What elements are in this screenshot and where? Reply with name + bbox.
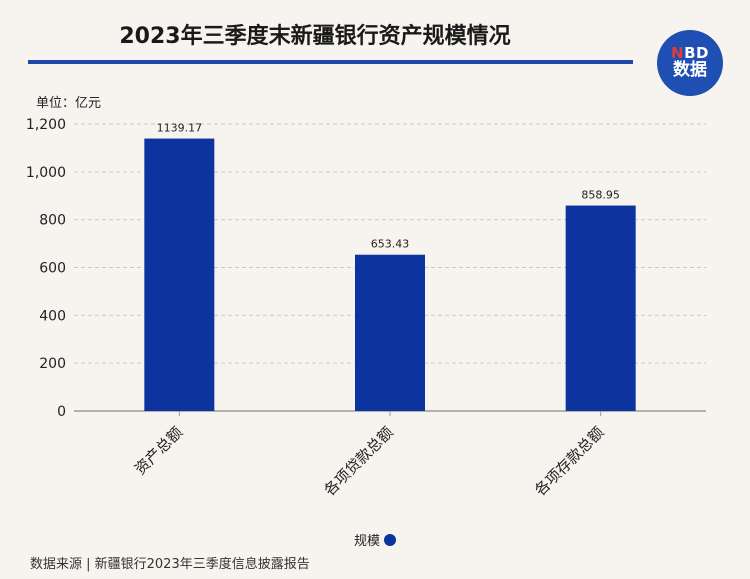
y-tick-label: 400 <box>39 308 66 324</box>
x-category-label: 资产总额 <box>131 423 186 478</box>
badge-nbd-text: NBD <box>671 44 709 63</box>
y-tick-label: 600 <box>39 261 66 277</box>
title-underline <box>28 60 633 64</box>
data-source: 数据来源 | 新疆银行2023年三季度信息披露报告 <box>30 557 310 572</box>
badge-data-text: 数据 <box>673 59 707 80</box>
bar <box>565 205 636 411</box>
y-tick-label: 0 <box>57 404 66 420</box>
data-label: 1139.17 <box>157 122 203 135</box>
y-tick-label: 1,000 <box>26 165 66 181</box>
bar <box>144 138 215 411</box>
x-category-label: 各项贷款总额 <box>320 423 396 499</box>
data-label: 858.95 <box>581 189 620 202</box>
data-label: 653.43 <box>371 238 410 251</box>
y-tick-label: 200 <box>39 356 66 372</box>
unit-label: 单位：亿元 <box>36 96 102 111</box>
legend-label: 规模 <box>353 534 380 549</box>
y-tick-label: 1,200 <box>26 117 66 133</box>
y-tick-label: 800 <box>39 213 66 229</box>
nbd-logo-badge: NBD 数据 <box>657 30 723 96</box>
x-category-label: 各项存款总额 <box>531 423 607 499</box>
chart-title: 2023年三季度末新疆银行资产规模情况 <box>119 24 511 49</box>
bar <box>355 254 425 411</box>
legend-marker <box>384 534 396 546</box>
legend: 规模 <box>0 530 750 549</box>
